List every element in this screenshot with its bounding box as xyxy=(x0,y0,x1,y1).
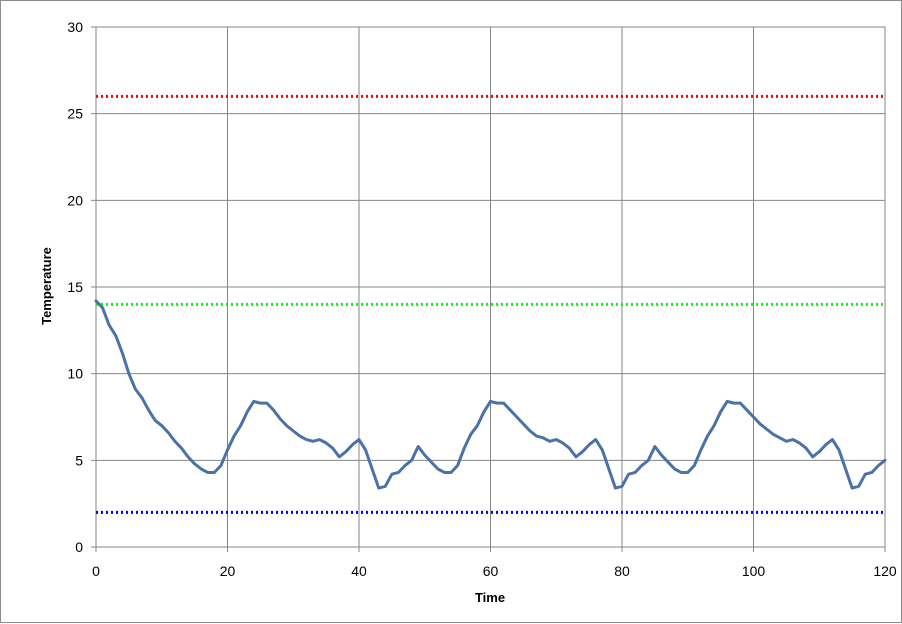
y-tick-label: 10 xyxy=(67,366,83,382)
x-tick-label: 100 xyxy=(742,563,766,579)
grid-lines xyxy=(96,26,886,547)
reference-lines xyxy=(96,94,885,514)
y-axis-title: Temperature xyxy=(39,247,54,325)
y-tick-label: 30 xyxy=(67,19,83,35)
series-layer xyxy=(94,299,887,490)
x-tick-label: 60 xyxy=(483,563,499,579)
y-tick-label: 25 xyxy=(67,106,83,122)
series-line xyxy=(94,299,887,490)
y-tick-label: 20 xyxy=(67,192,83,208)
x-tick-label: 20 xyxy=(220,563,236,579)
x-tick-label: 120 xyxy=(873,563,897,579)
x-tick-label: 0 xyxy=(92,563,100,579)
x-tick-label: 40 xyxy=(351,563,367,579)
y-tick-label: 5 xyxy=(75,452,83,468)
y-tick-label: 15 xyxy=(67,279,83,295)
x-tick-label: 80 xyxy=(614,563,630,579)
tick-labels: 0 5 10 15 20 25 30 0 20 40 60 80 100 120 xyxy=(67,19,896,579)
axes xyxy=(91,26,886,552)
y-tick-label: 0 xyxy=(75,539,83,555)
x-axis-title: Time xyxy=(475,590,505,605)
